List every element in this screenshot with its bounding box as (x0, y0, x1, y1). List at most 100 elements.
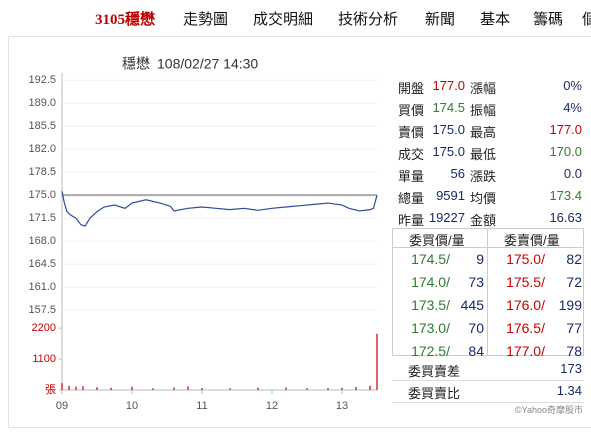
y-tick-label: 189.0 (28, 97, 56, 109)
chart-subtitle: 108/02/27 14:30 (157, 56, 258, 72)
order-volume: 199 (558, 297, 582, 313)
volume-bar (131, 386, 133, 390)
order-price: 173.0/ (411, 320, 450, 336)
volume-bar (306, 388, 308, 390)
summary-label: 委買賣差 (408, 364, 461, 379)
divider (392, 247, 584, 248)
nav-link[interactable]: 成交明細 (253, 11, 314, 28)
volume-bar (341, 387, 343, 390)
nav-link[interactable]: 技術分析 (338, 11, 399, 28)
quote-value: 0.0 (563, 166, 582, 181)
chart: 穩懋 108/02/27 14:30 192.5 189.0 185.5 182.0 1… (28, 56, 378, 412)
y-tick-label: 164.5 (28, 258, 56, 270)
volume-bar (173, 387, 175, 390)
quote-value: 173.4 (549, 188, 582, 203)
nav-link[interactable]: 走勢圖 (183, 11, 229, 28)
nav-link[interactable]: 籌碼 (533, 11, 564, 28)
order-volume: 84 (468, 343, 484, 359)
order-volume: 78 (566, 343, 582, 359)
quote-value: 177.0 (549, 122, 582, 137)
quote-value: 56 (450, 166, 465, 181)
y-tick-label: 175.0 (28, 189, 56, 201)
panel (8, 36, 591, 428)
quote-label: 賣價 (398, 125, 425, 140)
order-volume: 73 (468, 274, 484, 290)
quote-label: 金額 (470, 213, 497, 228)
quote-label: 漲幅 (470, 81, 497, 96)
quote-label: 最低 (470, 147, 497, 162)
order-book-header: 委買價/量 (409, 233, 465, 248)
summary-value: 1.34 (556, 383, 582, 398)
order-book (392, 228, 584, 356)
nav-link[interactable]: 基本 (480, 11, 511, 28)
x-tick-label: 13 (336, 400, 348, 412)
x-tick-label: 12 (266, 400, 278, 412)
quote-label: 買價 (398, 103, 425, 118)
quote-label: 漲跌 (470, 169, 497, 184)
quote-value: 16.63 (549, 210, 582, 225)
volume-bar (96, 387, 98, 390)
order-volume: 70 (468, 320, 484, 336)
order-price: 172.5/ (411, 343, 450, 359)
quote-label: 均價 (470, 191, 497, 206)
quote-value: 174.5 (432, 100, 465, 115)
quote-value: 9591 (436, 188, 465, 203)
quote-label: 振幅 (470, 103, 497, 118)
volume-bar (327, 388, 329, 390)
quote-label: 開盤 (398, 81, 425, 96)
y2-tick-label: 張 (45, 383, 56, 396)
price-line (61, 191, 378, 227)
order-volume: 82 (566, 251, 582, 267)
quote-value: 170.0 (549, 144, 582, 159)
volume-bar (355, 386, 357, 390)
nav-link[interactable]: 3105穩懋 (95, 12, 156, 28)
quote-value: 19227 (428, 210, 465, 225)
order-volume: 445 (460, 297, 484, 313)
volume-bar (187, 386, 189, 390)
y-tick-label: 192.5 (28, 74, 56, 86)
summary-label: 委買賣比 (408, 386, 461, 401)
footer: ©Yahoo奇摩股市 (515, 405, 583, 415)
volume-bar (285, 387, 287, 390)
order-volume: 9 (476, 251, 484, 267)
y2-tick-label: 1100 (32, 353, 56, 365)
order-volume: 72 (566, 274, 582, 290)
quote-label: 最高 (470, 125, 497, 140)
order-book-header: 委賣價/量 (504, 233, 560, 248)
quote-label: 總量 (398, 191, 425, 206)
nav-link[interactable]: 個 (582, 11, 591, 28)
x-tick-label: 11 (196, 400, 207, 412)
volume-bar (201, 388, 203, 390)
chart-title: 穩懋 (122, 56, 150, 72)
order-volume: 77 (566, 320, 582, 336)
y-tick-label: 185.5 (28, 120, 56, 132)
quote-value: 175.0 (432, 144, 465, 159)
quote-value: 177.0 (432, 78, 465, 93)
quote-label: 單量 (398, 169, 425, 184)
y-tick-label: 171.5 (28, 212, 56, 224)
volume-bar (75, 386, 77, 390)
volume-bar (152, 388, 154, 390)
order-price: 176.0/ (506, 297, 545, 313)
order-price: 174.5/ (411, 251, 450, 267)
volume-bar (376, 333, 378, 390)
order-price: 175.5/ (506, 274, 545, 290)
volume-bar (369, 385, 371, 390)
volume-bar (68, 385, 70, 390)
order-price: 175.0/ (506, 251, 545, 267)
volume-bar (257, 387, 259, 390)
divider (392, 402, 584, 403)
quote-value: 4% (563, 100, 582, 115)
y-tick-label: 178.5 (28, 166, 56, 178)
volume-bar (82, 386, 84, 390)
y-tick-label: 182.0 (28, 143, 56, 155)
order-price: 174.0/ (411, 274, 450, 290)
quote-label: 成交 (398, 147, 425, 162)
volume-bar (229, 388, 231, 390)
quote-value: 175.0 (432, 122, 465, 137)
y-tick-label: 157.5 (28, 304, 56, 316)
nav-link[interactable]: 新聞 (425, 11, 456, 28)
order-price: 176.5/ (506, 320, 545, 336)
order-price: 173.5/ (411, 297, 450, 313)
